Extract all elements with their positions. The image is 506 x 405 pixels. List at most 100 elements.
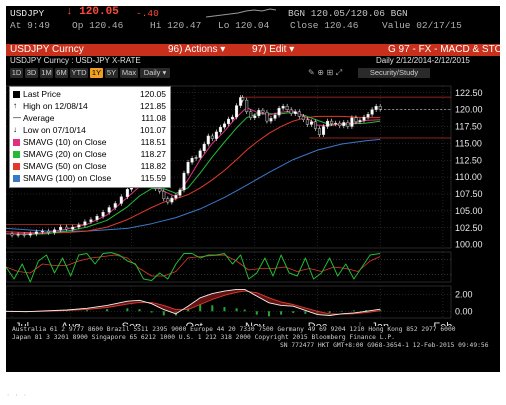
candle bbox=[293, 111, 297, 114]
quote-time: At 9:49 bbox=[10, 20, 50, 31]
macd-histogram-bar bbox=[379, 309, 382, 312]
high-price: Hi 120.47 bbox=[150, 20, 202, 31]
low-price: Lo 120.04 bbox=[218, 20, 270, 31]
period-button-1d[interactable]: 1D bbox=[10, 68, 23, 78]
legend-label: SMAVG (20) on Close bbox=[23, 149, 107, 159]
candle bbox=[245, 99, 249, 112]
y-tick-label: 115.00 bbox=[455, 138, 482, 148]
candle bbox=[210, 135, 214, 139]
macd-histogram-bar bbox=[365, 310, 368, 312]
sma50-line bbox=[6, 115, 381, 234]
legend-marker: — bbox=[13, 113, 21, 122]
chart-tools[interactable]: ✎ ⊕ ⊞ ⤢ bbox=[308, 68, 343, 77]
security-description: USDJPY Curncy : USD-JPY X-RATE bbox=[10, 56, 141, 65]
candle bbox=[257, 110, 261, 116]
quote-strip: USDJPY ↓ 120.05 -.40 BGN 120.05/120.06 B… bbox=[6, 6, 500, 42]
macd-line bbox=[6, 288, 381, 316]
macd-histogram-bar bbox=[280, 311, 283, 315]
candle bbox=[249, 111, 253, 118]
watermark: · · · bbox=[6, 392, 28, 400]
candle bbox=[301, 116, 305, 120]
legend-marker bbox=[13, 91, 20, 98]
x-month-label: Jul bbox=[15, 321, 29, 326]
macd-histogram-bar bbox=[150, 311, 153, 313]
candle bbox=[34, 231, 38, 235]
macd-tick-label: 0.00 bbox=[455, 306, 473, 316]
candle bbox=[378, 106, 382, 110]
candle bbox=[162, 191, 166, 199]
footer-line-2: Japan 81 3 3201 8900 Singapore 65 6212 1… bbox=[12, 334, 395, 341]
y-tick-label: 122.50 bbox=[455, 88, 483, 98]
macd-histogram-bar bbox=[162, 311, 165, 316]
sma20-line bbox=[6, 111, 381, 235]
legend-row: Last Price 120.05 bbox=[10, 88, 170, 100]
legend-row: SMAVG (10) on Close 118.51 bbox=[10, 136, 170, 148]
footer-line-3: SN 772477 HKT GMT+8:00 G968-3654-1 12-Fe… bbox=[280, 342, 489, 349]
price-chart[interactable]: 102.50 105.00 107.50 110.00 112.50 115.00 117.… bbox=[6, 82, 500, 326]
function-title: G 97 - FX - MACD & STC bbox=[388, 44, 500, 55]
bid-ask: BGN 120.05/120.06 BGN bbox=[288, 8, 408, 19]
candle bbox=[190, 158, 194, 163]
legend-value: 101.07 bbox=[140, 125, 166, 135]
macd-histogram-bar bbox=[255, 311, 258, 315]
candle bbox=[40, 230, 44, 233]
macd-histogram-bar bbox=[126, 308, 129, 312]
period-button-ytd[interactable]: YTD bbox=[70, 68, 88, 78]
candle bbox=[95, 216, 99, 220]
x-month-label: Oct bbox=[186, 321, 203, 326]
period-button-6m[interactable]: 6M bbox=[55, 68, 68, 78]
y-tick-label: 105.00 bbox=[455, 206, 483, 216]
legend-marker bbox=[13, 163, 20, 170]
candle bbox=[235, 105, 239, 118]
candle bbox=[358, 120, 362, 122]
candle bbox=[107, 207, 111, 213]
sub-header: USDJPY Curncy : USD-JPY X-RATE Daily 2/1… bbox=[6, 56, 500, 66]
price-change: -.40 bbox=[136, 8, 159, 19]
x-month-label: Sep bbox=[122, 321, 142, 326]
candle bbox=[261, 110, 265, 113]
macd-histogram-bar bbox=[304, 311, 307, 314]
macd-tick-label: 2.00 bbox=[455, 289, 473, 299]
candle bbox=[253, 115, 257, 118]
date-range[interactable]: Daily 2/12/2014-2/12/2015 bbox=[376, 56, 470, 65]
period-button-max[interactable]: Max bbox=[120, 68, 138, 78]
legend-value: 121.85 bbox=[140, 101, 166, 111]
legend-row: SMAVG (50) on Close 118.82 bbox=[10, 160, 170, 172]
legend-marker bbox=[13, 175, 20, 182]
candle bbox=[101, 212, 105, 217]
candle bbox=[338, 122, 342, 127]
close-price: Close 120.46 bbox=[290, 20, 359, 31]
legend-marker: ↓ bbox=[13, 125, 17, 134]
candle bbox=[170, 197, 174, 203]
legend-box: Last Price 120.05 ↑ High on 12/08/14 121.85—… bbox=[9, 86, 171, 188]
legend-row: — Average 111.08 bbox=[10, 112, 170, 124]
period-button-3d[interactable]: 3D bbox=[25, 68, 38, 78]
value-date: Value 02/17/15 bbox=[382, 20, 462, 31]
legend-label: SMAVG (100) on Close bbox=[23, 173, 112, 183]
period-button-1m[interactable]: 1M bbox=[40, 68, 53, 78]
candle bbox=[194, 157, 198, 159]
macd-histogram-bar bbox=[267, 311, 270, 317]
actions-menu[interactable]: 96) Actions ▾ bbox=[168, 44, 226, 55]
security-name[interactable]: USDJPY Curncy bbox=[10, 44, 84, 55]
candle bbox=[16, 234, 20, 236]
legend-value: 118.51 bbox=[140, 137, 166, 147]
period-button-daily[interactable]: Daily ▾ bbox=[140, 68, 170, 78]
candle bbox=[350, 117, 354, 127]
candle bbox=[289, 109, 293, 114]
legend-row: ↓ Low on 07/10/14 101.07 bbox=[10, 124, 170, 136]
edit-menu[interactable]: 97) Edit ▾ bbox=[252, 44, 295, 55]
candle bbox=[269, 118, 273, 122]
candle bbox=[178, 189, 182, 196]
y-tick-label: 120.00 bbox=[455, 105, 483, 115]
bloomberg-terminal: USDJPY ↓ 120.05 -.40 BGN 120.05/120.06 B… bbox=[6, 6, 500, 372]
candle bbox=[22, 234, 26, 236]
candle bbox=[330, 120, 334, 124]
period-button-5y[interactable]: 5Y bbox=[105, 68, 118, 78]
period-button-1y[interactable]: 1Y bbox=[90, 68, 103, 78]
candle bbox=[265, 112, 269, 122]
security-study-button[interactable]: Security/Study bbox=[358, 68, 430, 78]
macd-histogram-bar bbox=[223, 307, 226, 312]
candle bbox=[186, 162, 190, 174]
candle bbox=[370, 109, 374, 115]
